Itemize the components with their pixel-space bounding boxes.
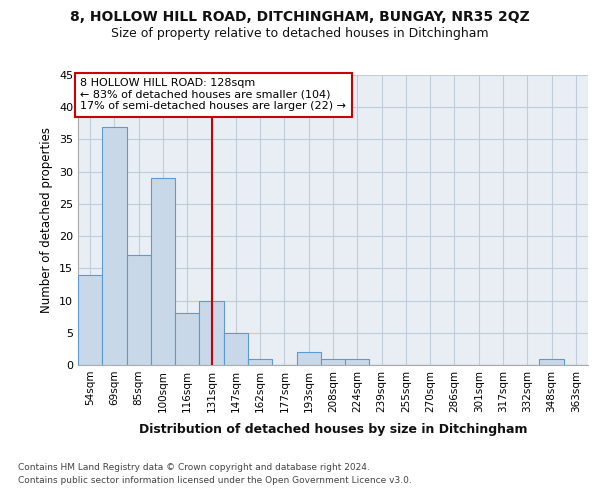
Text: 8 HOLLOW HILL ROAD: 128sqm
← 83% of detached houses are smaller (104)
17% of sem: 8 HOLLOW HILL ROAD: 128sqm ← 83% of deta…: [80, 78, 346, 112]
Bar: [321, 358, 345, 365]
Bar: [539, 358, 564, 365]
Y-axis label: Number of detached properties: Number of detached properties: [40, 127, 53, 313]
Bar: [151, 178, 175, 365]
Text: Contains HM Land Registry data © Crown copyright and database right 2024.: Contains HM Land Registry data © Crown c…: [18, 462, 370, 471]
Bar: [345, 358, 370, 365]
Text: Size of property relative to detached houses in Ditchingham: Size of property relative to detached ho…: [111, 28, 489, 40]
Bar: [248, 358, 272, 365]
Bar: [127, 256, 151, 365]
Bar: [224, 333, 248, 365]
Text: Contains public sector information licensed under the Open Government Licence v3: Contains public sector information licen…: [18, 476, 412, 485]
Bar: [78, 275, 102, 365]
Text: Distribution of detached houses by size in Ditchingham: Distribution of detached houses by size …: [139, 422, 527, 436]
Text: 8, HOLLOW HILL ROAD, DITCHINGHAM, BUNGAY, NR35 2QZ: 8, HOLLOW HILL ROAD, DITCHINGHAM, BUNGAY…: [70, 10, 530, 24]
Bar: [199, 300, 224, 365]
Bar: [102, 126, 127, 365]
Bar: [175, 314, 199, 365]
Bar: [296, 352, 321, 365]
